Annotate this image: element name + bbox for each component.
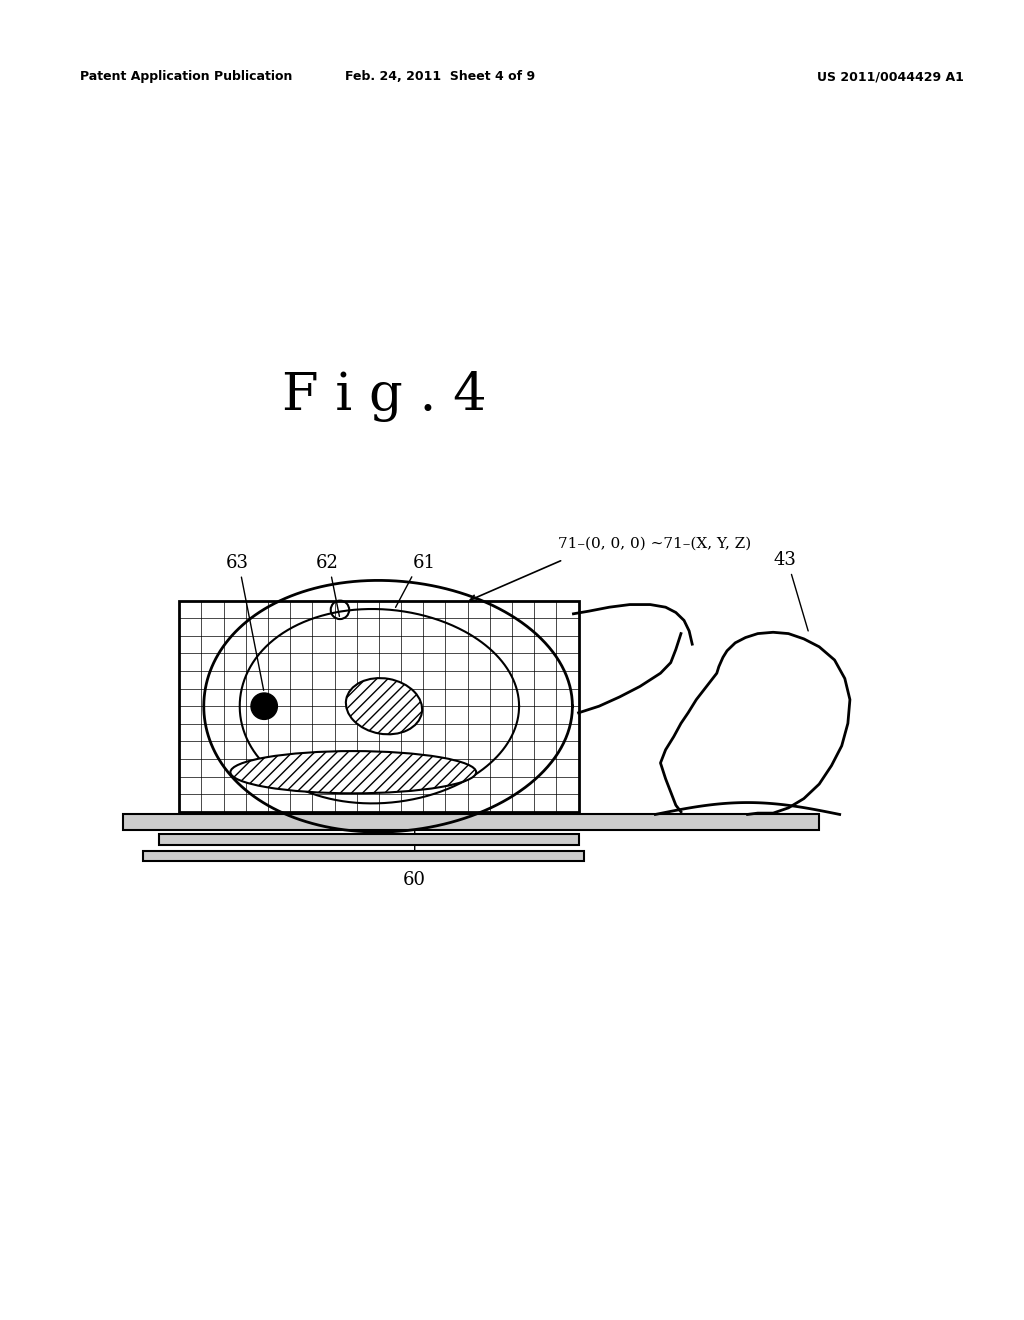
Bar (143, 851, 584, 861)
Text: 43: 43 (773, 550, 808, 631)
Text: US 2011/0044429 A1: US 2011/0044429 A1 (817, 70, 965, 83)
Text: Feb. 24, 2011  Sheet 4 of 9: Feb. 24, 2011 Sheet 4 of 9 (345, 70, 536, 83)
Bar (159, 834, 579, 845)
Text: 60: 60 (403, 871, 426, 890)
Text: 62: 62 (315, 553, 339, 616)
Text: 61: 61 (395, 553, 435, 607)
Text: F i g . 4: F i g . 4 (282, 371, 486, 421)
Ellipse shape (346, 678, 422, 734)
Text: 71–(0, 0, 0) ∼71–(X, Y, Z): 71–(0, 0, 0) ∼71–(X, Y, Z) (558, 537, 752, 550)
Text: 63: 63 (225, 553, 263, 690)
Ellipse shape (230, 751, 476, 793)
Bar (179, 601, 579, 812)
Bar (123, 814, 819, 830)
Circle shape (251, 693, 278, 719)
Text: Patent Application Publication: Patent Application Publication (80, 70, 292, 83)
